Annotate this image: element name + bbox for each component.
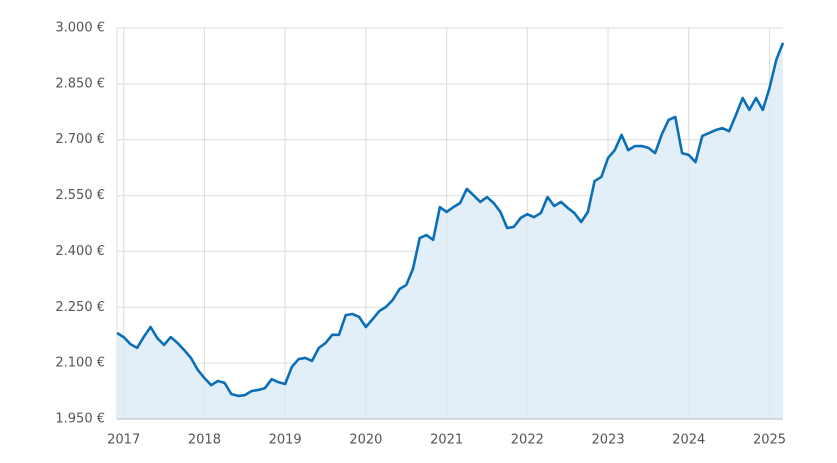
y-tick-label: 2.850 € <box>55 76 105 91</box>
x-tick-label: 2021 <box>430 433 463 448</box>
area-fill <box>117 42 783 420</box>
y-tick-label: 2.550 € <box>55 188 105 203</box>
x-tick-label: 2018 <box>188 433 221 448</box>
y-tick-label: 3.000 € <box>55 21 105 36</box>
x-tick-label: 2023 <box>592 433 625 448</box>
x-tick-label: 2024 <box>672 433 705 448</box>
y-tick-label: 2.400 € <box>55 244 105 259</box>
x-tick-label: 2020 <box>349 433 382 448</box>
y-tick-label: 1.950 € <box>55 412 105 427</box>
y-tick-label: 2.700 € <box>55 132 105 147</box>
x-tick-label: 2017 <box>107 433 140 448</box>
y-tick-label: 2.250 € <box>55 300 105 315</box>
y-tick-label: 2.100 € <box>55 356 105 371</box>
x-tick-label: 2019 <box>269 433 302 448</box>
grid-overlay <box>123 28 771 419</box>
line <box>116 42 785 398</box>
x-tick-label: 2022 <box>511 433 544 448</box>
x-tick-label: 2025 <box>753 433 786 448</box>
